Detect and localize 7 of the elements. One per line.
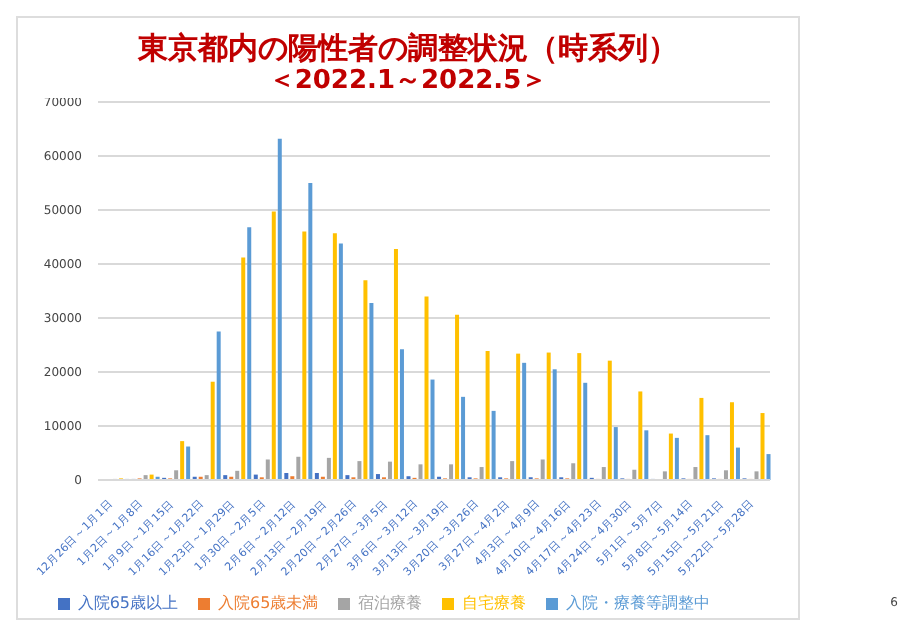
legend-label: 入院・療養等調整中: [566, 594, 711, 612]
chart-title: 東京都内の陽性者の調整状況（時系列）: [135, 30, 680, 66]
chart-subtitle: ＜2022.1～2022.5＞: [266, 66, 550, 98]
legend-label: 入院65歳以上: [77, 594, 178, 612]
legend-label: 入院65歳未満: [218, 594, 319, 612]
legend-label: 自宅療養: [462, 594, 527, 612]
legend-label: 宿泊療養: [358, 594, 423, 612]
